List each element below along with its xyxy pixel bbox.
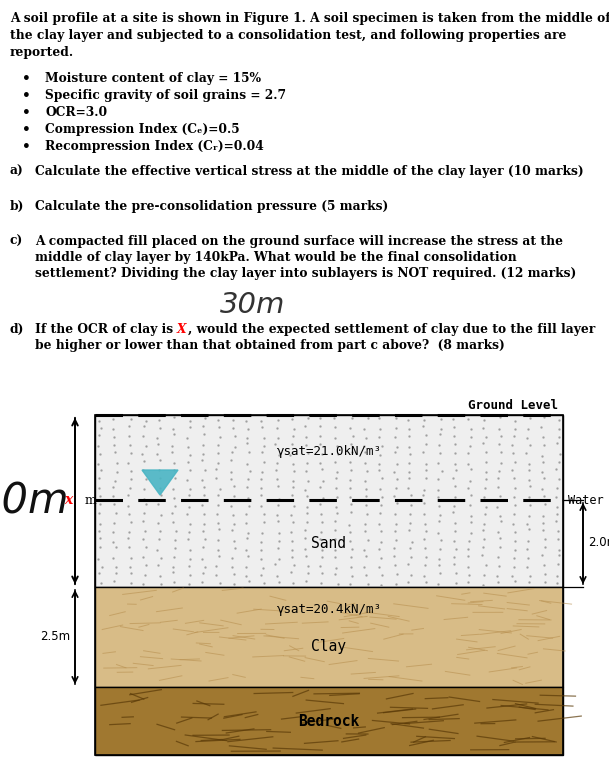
- Text: Water table: Water table: [568, 493, 609, 506]
- Text: A compacted fill placed on the ground surface will increase the stress at the: A compacted fill placed on the ground su…: [35, 235, 563, 248]
- Text: be higher or lower than that obtained from part c above?  (8 marks): be higher or lower than that obtained fr…: [35, 339, 505, 352]
- Text: middle of clay layer by 140kPa. What would be the final consolidation: middle of clay layer by 140kPa. What wou…: [35, 251, 517, 264]
- Text: reported.: reported.: [10, 46, 74, 59]
- Text: the clay layer and subjected to a consolidation test, and following properties a: the clay layer and subjected to a consol…: [10, 29, 566, 42]
- Text: Specific gravity of soil grains = 2.7: Specific gravity of soil grains = 2.7: [45, 89, 286, 102]
- Text: •: •: [22, 89, 30, 103]
- Text: 30m: 30m: [0, 480, 70, 522]
- Text: m: m: [85, 493, 97, 506]
- Text: γsat=20.4kN/m³: γsat=20.4kN/m³: [276, 603, 381, 615]
- Text: OCR=3.0: OCR=3.0: [45, 106, 107, 119]
- Polygon shape: [95, 687, 563, 755]
- Text: , would the expected settlement of clay due to the fill layer: , would the expected settlement of clay …: [188, 323, 595, 336]
- Text: 2.5m: 2.5m: [40, 630, 70, 644]
- Text: Calculate the effective vertical stress at the middle of the clay layer (10 mark: Calculate the effective vertical stress …: [35, 165, 583, 178]
- Text: Clay: Clay: [311, 640, 347, 654]
- Text: settlement? Dividing the clay layer into sublayers is NOT required. (12 marks): settlement? Dividing the clay layer into…: [35, 267, 576, 280]
- Text: b): b): [10, 200, 24, 213]
- Text: Moisture content of clay = 15%: Moisture content of clay = 15%: [45, 72, 261, 85]
- Text: 2.0m: 2.0m: [588, 536, 609, 549]
- Text: Calculate the pre-consolidation pressure (5 marks): Calculate the pre-consolidation pressure…: [35, 200, 389, 213]
- Text: γsat=21.0kN/m³: γsat=21.0kN/m³: [276, 446, 381, 459]
- Text: •: •: [22, 123, 30, 137]
- Text: x: x: [64, 493, 72, 507]
- Text: •: •: [22, 106, 30, 120]
- Text: Sand: Sand: [311, 535, 347, 551]
- Text: X: X: [177, 323, 186, 336]
- Text: Compression Index (Cₑ)=0.5: Compression Index (Cₑ)=0.5: [45, 123, 239, 136]
- Text: •: •: [22, 140, 30, 154]
- Polygon shape: [95, 415, 563, 587]
- Text: 30m: 30m: [220, 291, 286, 319]
- Text: If the OCR of clay is: If the OCR of clay is: [35, 323, 177, 336]
- Text: •: •: [22, 72, 30, 86]
- Text: c): c): [10, 235, 23, 248]
- Text: Recompression Index (Cᵣ)=0.04: Recompression Index (Cᵣ)=0.04: [45, 140, 264, 153]
- Text: a): a): [10, 165, 24, 178]
- Text: A soil profile at a site is shown in Figure 1. A soil specimen is taken from the: A soil profile at a site is shown in Fig…: [10, 12, 609, 25]
- Polygon shape: [95, 587, 563, 687]
- Text: Ground Level: Ground Level: [468, 399, 558, 412]
- Text: Bedrock: Bedrock: [298, 713, 360, 729]
- Polygon shape: [142, 470, 178, 495]
- Text: d): d): [10, 323, 24, 336]
